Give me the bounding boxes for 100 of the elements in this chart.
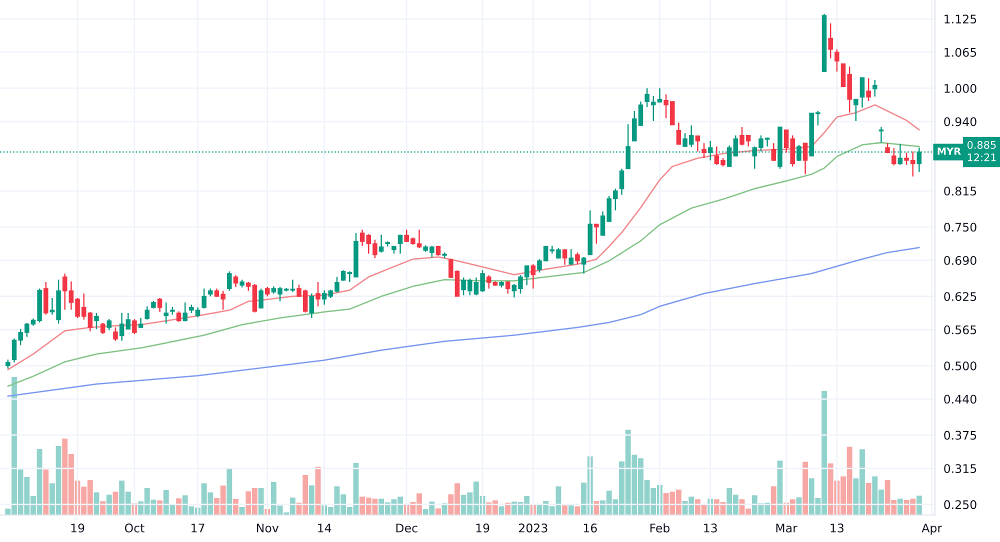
bar xyxy=(777,460,783,515)
candlestick xyxy=(594,224,599,244)
x-tick-label: 13 xyxy=(704,524,717,532)
candlestick xyxy=(854,98,858,122)
candlestick xyxy=(309,292,314,319)
line-series xyxy=(7,104,920,370)
y-tick-label: 0.565 xyxy=(944,325,976,334)
x-tick-label: Dec xyxy=(396,524,418,532)
candlestick xyxy=(834,48,840,72)
candlestick xyxy=(227,270,232,292)
bar xyxy=(308,485,314,515)
candlestick xyxy=(568,248,574,266)
text: 0.885 xyxy=(967,140,996,149)
y-tick-label: 0.625 xyxy=(944,292,976,301)
bar xyxy=(562,505,568,515)
candlestick xyxy=(138,317,144,329)
x-tick-label: Nov xyxy=(257,524,279,532)
candlestick xyxy=(88,311,93,332)
candlestick xyxy=(126,312,131,330)
candlestick xyxy=(322,290,327,306)
candlestick xyxy=(106,318,112,331)
candlestick xyxy=(866,78,871,102)
x-tick-label: 2023 xyxy=(519,524,548,532)
candlestick xyxy=(176,310,182,322)
candlestick xyxy=(702,142,706,159)
candlestick xyxy=(378,234,384,254)
ref-line-label: MYR xyxy=(938,148,961,155)
x-tick-label: Apr xyxy=(922,524,942,535)
bar xyxy=(258,488,264,515)
candlestick xyxy=(94,312,99,330)
x-tick-label: 19 xyxy=(476,524,490,532)
y-tick-label: 0.315 xyxy=(944,464,976,474)
bar xyxy=(916,496,922,515)
bar xyxy=(505,502,511,515)
y-tick-label: 0.815 xyxy=(944,186,976,196)
candlestick xyxy=(398,234,403,254)
candlestick xyxy=(581,256,586,274)
candlestick xyxy=(695,134,700,152)
bar xyxy=(568,505,574,515)
bar xyxy=(106,494,112,515)
candlestick xyxy=(828,22,833,59)
candlestick xyxy=(119,312,124,342)
bar xyxy=(233,498,238,515)
y-tick-label: 0.750 xyxy=(944,222,976,232)
y-tick-label: 1.125 xyxy=(944,14,976,24)
x-tick-label: Mar xyxy=(776,524,798,532)
candlestick xyxy=(802,142,808,175)
bar xyxy=(594,501,600,515)
y-tick-label: 1.000 xyxy=(944,84,976,93)
candlestick xyxy=(62,272,68,310)
x-tick-label: 14 xyxy=(318,524,332,532)
y-tick-label: 0.500 xyxy=(944,361,976,370)
line-series xyxy=(7,142,920,387)
x-tick-label: 13 xyxy=(830,524,844,532)
candlestick xyxy=(233,274,238,288)
candlestick xyxy=(676,122,682,145)
candlestick xyxy=(182,302,188,322)
x-tick-label: Feb xyxy=(650,523,670,532)
y-tick-label: 0.250 xyxy=(944,500,976,510)
candlestick xyxy=(264,286,270,297)
y-tick-label: 0.375 xyxy=(944,430,976,440)
bar xyxy=(574,506,580,515)
bar xyxy=(802,462,808,515)
candlestick xyxy=(878,126,884,144)
y-tick-label: 0.440 xyxy=(944,394,976,404)
x-tick-label: 17 xyxy=(192,524,204,532)
line-series xyxy=(7,246,920,397)
bar xyxy=(176,498,182,515)
candlestick xyxy=(202,288,206,310)
x-tick-label: 19 xyxy=(71,524,84,532)
candlestick xyxy=(164,302,168,324)
candlestick xyxy=(575,252,580,265)
bar xyxy=(157,500,163,515)
bar xyxy=(43,469,49,515)
bar xyxy=(866,482,872,515)
candlestick xyxy=(505,280,510,294)
candlestick xyxy=(100,322,106,335)
x-tick-label: 16 xyxy=(584,524,597,532)
bar xyxy=(100,501,106,515)
y-tick-label: 1.065 xyxy=(944,48,976,57)
candlestick xyxy=(486,274,492,290)
x-tick-label: Oct xyxy=(124,524,144,532)
candlestick xyxy=(562,248,568,266)
candlestick xyxy=(290,279,296,293)
bar xyxy=(239,506,245,515)
candlestick xyxy=(872,79,878,98)
candlestick xyxy=(340,270,346,282)
candlestick xyxy=(771,142,776,162)
candlestick xyxy=(258,288,264,310)
bar xyxy=(226,468,232,515)
text: 12:21 xyxy=(968,153,996,162)
candlestick xyxy=(144,306,150,320)
candlestick xyxy=(860,77,865,108)
candlestick xyxy=(113,326,118,342)
y-tick-label: 0.690 xyxy=(944,256,976,265)
candlestick xyxy=(530,264,536,290)
bar xyxy=(770,486,776,515)
bar xyxy=(436,508,441,515)
bar xyxy=(897,498,903,515)
candlestick xyxy=(316,281,320,307)
